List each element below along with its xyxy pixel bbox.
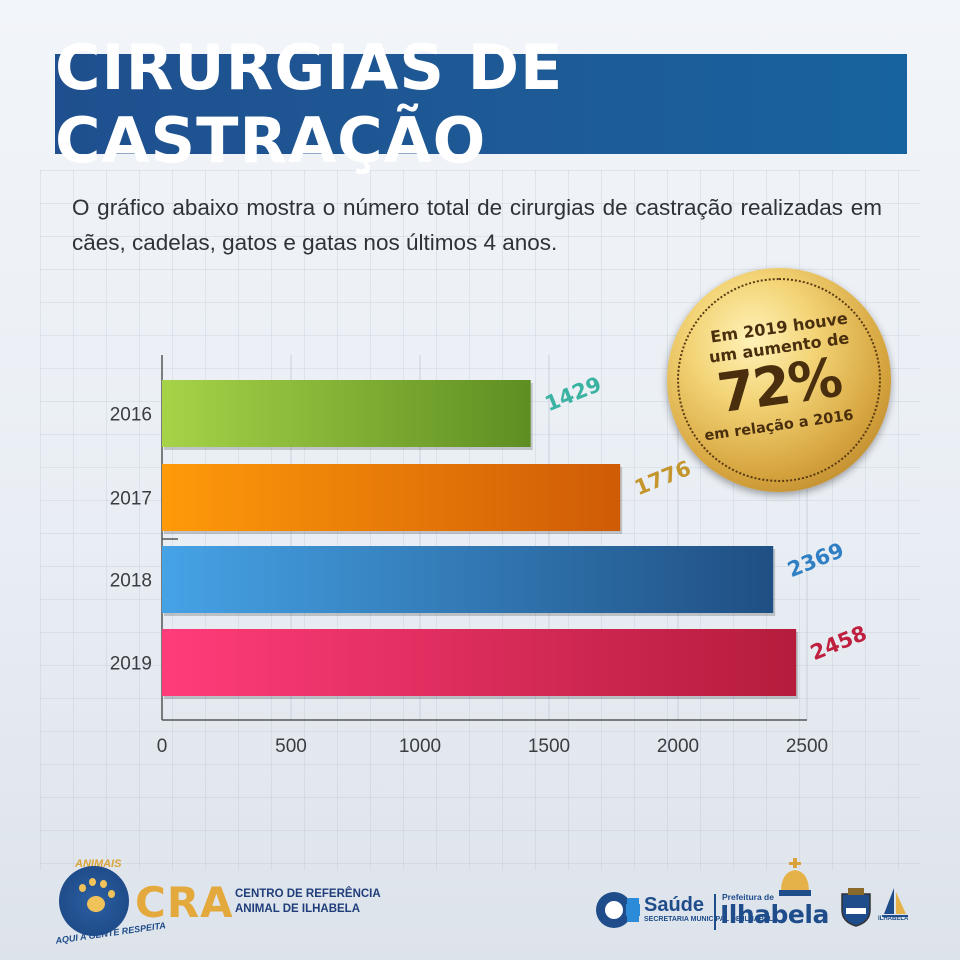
paw-toe-icon [100, 880, 107, 888]
title-banner: CIRURGIAS DE CASTRAÇÃO [55, 31, 907, 177]
cra-brand: CRA [135, 878, 234, 927]
city-crest-icon [841, 888, 871, 927]
data-label-2017: 1776 [631, 456, 694, 500]
intro-text: O gráfico abaixo mostra o número total d… [72, 195, 882, 255]
x-tick-label: 2500 [786, 736, 828, 757]
data-label-2019: 2458 [807, 621, 870, 665]
paw-toe-icon [79, 884, 86, 892]
page-title: CIRURGIAS DE CASTRAÇÃO [55, 31, 564, 177]
prefeitura-label: Prefeitura de [722, 892, 774, 902]
category-label-2016: 2016 [110, 405, 152, 426]
paw-toe-icon [108, 890, 115, 898]
bar-2017 [162, 464, 621, 531]
paw-pad-icon [87, 896, 105, 912]
health-cross-icon [626, 892, 640, 928]
logo-divider [714, 894, 716, 930]
cra-subtitle-1: CENTRO DE REFERÊNCIA [235, 888, 381, 900]
x-tick-label: 1000 [399, 736, 441, 757]
x-tick-label: 2000 [657, 736, 699, 757]
sailboat-label: ILHABELA [878, 916, 909, 922]
saude-label: Saúde [644, 894, 705, 916]
category-label-2018: 2018 [110, 571, 152, 592]
prefeitura-logo-group: Saúde SECRETARIA MUNICIPAL DE ILHABELA P… [590, 858, 920, 938]
bar-2018 [162, 546, 774, 613]
crown-icon [779, 858, 811, 896]
data-label-2016: 1429 [542, 372, 605, 416]
data-label-2018: 2369 [784, 538, 847, 582]
bar-2019 [162, 629, 797, 696]
cra-logo-group: ANIMAIS AQUI A GENTE RESPEITA CRA CENTRO… [55, 858, 385, 946]
paw-toe-icon [89, 878, 96, 886]
cra-subtitle-2: ANIMAL DE ILHABELA [235, 903, 361, 915]
city-name: Ilhabela [720, 900, 829, 929]
x-tick-label: 1500 [528, 736, 570, 757]
category-label-2019: 2019 [110, 654, 152, 675]
category-label-2017: 2017 [110, 489, 152, 510]
x-tick-label: 0 [157, 736, 168, 757]
highlight-seal: Em 2019 houve um aumento de 72% em relaç… [667, 268, 891, 492]
bar-2016 [162, 380, 531, 447]
x-tick-label: 500 [275, 736, 307, 757]
saude-subtitle: SECRETARIA MUNICIPAL DE ILHABELA [644, 916, 778, 923]
sailboat-icon [882, 888, 908, 917]
paw-logo-icon [59, 866, 129, 936]
seal-ring [677, 278, 881, 482]
